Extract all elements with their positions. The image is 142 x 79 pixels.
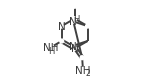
Circle shape [86,24,89,28]
Circle shape [73,47,77,50]
Text: 2: 2 [85,69,90,78]
Text: N: N [69,17,77,27]
Circle shape [71,44,75,48]
Circle shape [73,17,77,21]
Text: H: H [48,47,55,56]
Text: H: H [74,15,80,24]
Circle shape [72,4,77,8]
Circle shape [60,39,64,43]
Text: N: N [71,44,79,55]
Text: NH: NH [43,43,59,53]
Circle shape [80,67,86,73]
Text: N: N [58,22,66,32]
Circle shape [60,24,64,28]
Circle shape [48,44,54,50]
Text: N: N [69,42,77,52]
Circle shape [80,56,84,60]
Text: NH: NH [75,66,91,76]
Circle shape [71,20,75,23]
